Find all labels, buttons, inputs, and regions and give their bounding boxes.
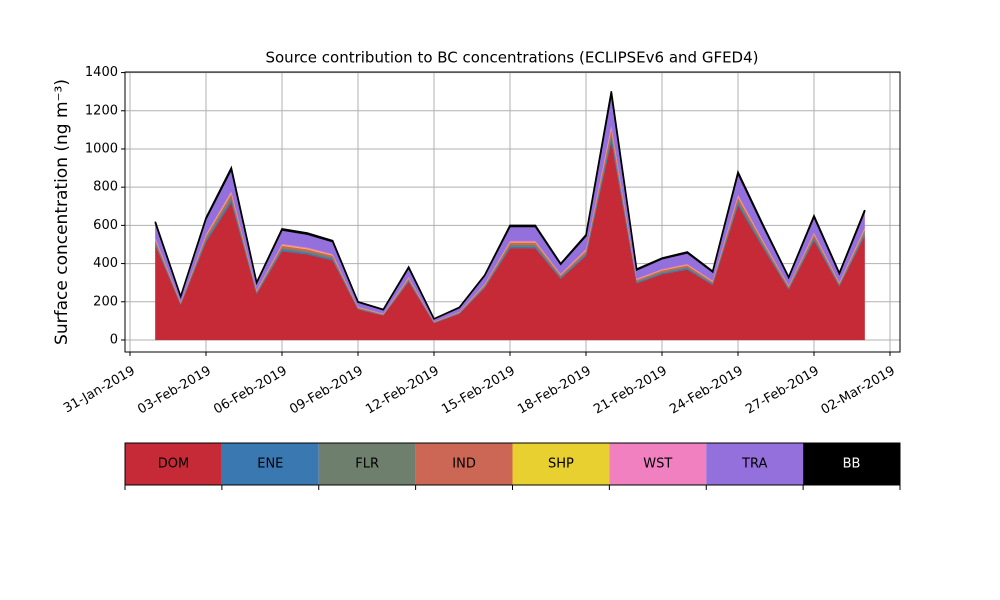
x-tick-label: 02-Mar-2019	[819, 364, 898, 418]
x-tick-label: 27-Feb-2019	[743, 364, 822, 418]
legend-swatch	[318, 443, 416, 485]
legend-swatch	[803, 443, 900, 485]
chart-title: Source contribution to BC concentrations…	[265, 49, 758, 67]
x-tick-label: 03-Feb-2019	[135, 364, 214, 418]
y-axis-label: Surface concentration (ng m⁻³)	[52, 79, 72, 345]
legend-frame	[124, 442, 901, 486]
x-tick-label: 09-Feb-2019	[287, 364, 366, 418]
x-tick-label: 06-Feb-2019	[211, 364, 290, 418]
legend-label: SHP	[548, 457, 574, 472]
legend-swatch	[125, 443, 222, 485]
y-tick-label: 800	[93, 180, 118, 195]
legend-label: TRA	[741, 457, 767, 472]
legend-label: IND	[452, 457, 476, 472]
x-tick-label: 21-Feb-2019	[591, 364, 670, 418]
legend-label: BB	[843, 457, 861, 472]
x-tick-label: 24-Feb-2019	[667, 364, 746, 418]
legend-label: WST	[643, 457, 672, 472]
y-tick-label: 1400	[85, 65, 118, 80]
x-tick-label: 18-Feb-2019	[515, 364, 594, 418]
y-tick-label: 600	[93, 218, 118, 233]
x-tick-label: 31-Jan-2019	[61, 364, 138, 417]
x-tick-label: 15-Feb-2019	[439, 364, 518, 418]
legend-label: FLR	[355, 457, 379, 472]
legend-swatch	[415, 443, 513, 485]
y-tick-label: 1200	[85, 103, 118, 118]
legend-swatch	[706, 443, 804, 485]
axes-frame	[124, 71, 901, 353]
legend-swatch	[221, 443, 319, 485]
x-tick-label: 12-Feb-2019	[363, 364, 442, 418]
y-tick-label: 1000	[85, 141, 118, 156]
legend-label: ENE	[257, 457, 283, 472]
y-tick-label: 0	[110, 332, 118, 347]
y-tick-label: 200	[93, 294, 118, 309]
area	[154, 91, 866, 320]
legend-swatch	[609, 443, 707, 485]
legend-label: DOM	[158, 457, 189, 472]
y-tick-label: 400	[93, 256, 118, 271]
legend-swatch	[512, 443, 610, 485]
